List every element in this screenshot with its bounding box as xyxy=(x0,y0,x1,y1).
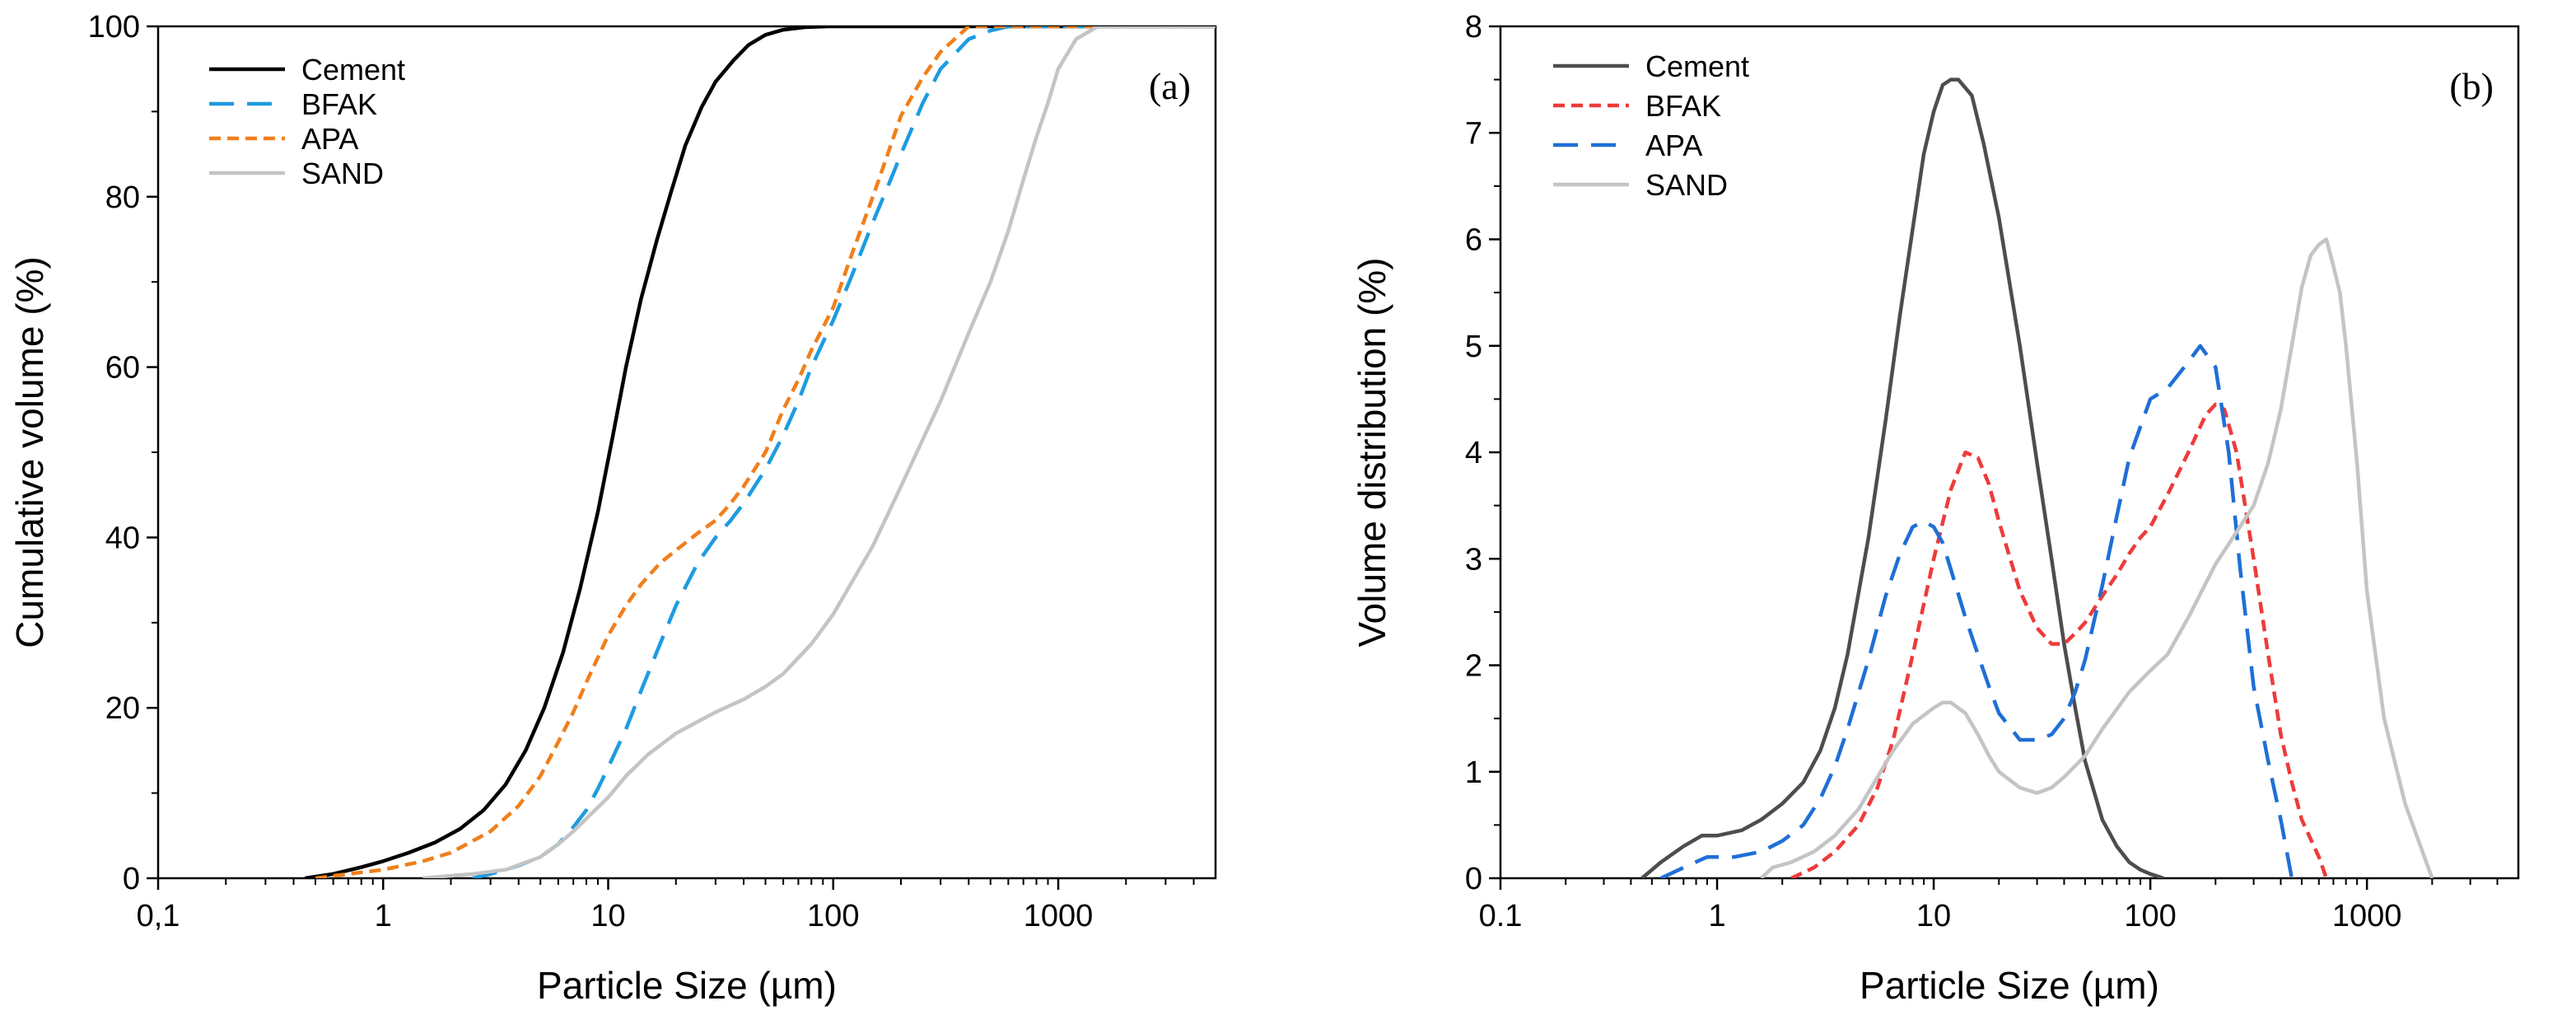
panel-b-y-tick-label: 2 xyxy=(1465,649,1482,684)
panel-a-y-tick-label: 60 xyxy=(105,351,140,386)
panel-a-legend-label-sand: SAND xyxy=(301,157,384,190)
panel-b-legend-label-bfak: BFAK xyxy=(1645,89,1721,123)
panel-b-y-tick-label: 5 xyxy=(1465,330,1482,364)
panel-a-panel-label: (a) xyxy=(1149,65,1191,107)
panel-a-y-tick-label: 80 xyxy=(105,180,140,215)
panel-b-y-tick-label: 3 xyxy=(1465,542,1482,577)
panel-b-series-bfak-line xyxy=(1790,402,2329,878)
panel-a-x-tick-label: 100 xyxy=(807,899,859,933)
panel-a-y-tick-label: 0 xyxy=(123,862,140,896)
panel-b-y-tick-label: 0 xyxy=(1465,862,1482,896)
panel-a-y-tick-label: 100 xyxy=(88,10,140,44)
panel-a-series-bfak-line xyxy=(472,26,1216,878)
panel-a-legend-label-apa: APA xyxy=(301,122,358,156)
panel-a-x-tick-label: 1 xyxy=(375,899,392,933)
panel-a-chart: 0,1 1 10 100 1000 0 20 40 60 80 100 Particle Size (… xyxy=(8,10,1217,1007)
panel-a-y-tick-label: 40 xyxy=(105,521,140,555)
panel-b-x-tick-label: 1000 xyxy=(2332,899,2402,933)
panel-a-y-tick-label: 20 xyxy=(105,691,140,726)
panel-b-series-cement-line xyxy=(1640,77,2164,878)
panel-a-x-axis-title: Particle Size (µm) xyxy=(537,964,837,1007)
panel-b-y-tick-label: 1 xyxy=(1465,755,1482,790)
panel-b-y-axis-title: Volume distribution (%) xyxy=(1351,258,1393,648)
panel-a-y-axis-title: Cumulative volume (%) xyxy=(8,256,51,648)
panel-b-x-tick-label: 10 xyxy=(1916,899,1951,933)
panel-b-x-tick-label: 1 xyxy=(1708,899,1725,933)
panel-a-legend-label-cement: Cement xyxy=(301,53,405,87)
panel-b-legend-label-apa: APA xyxy=(1645,129,1702,162)
panel-b-x-tick-label: 100 xyxy=(2124,899,2176,933)
panel-b-panel-label: (b) xyxy=(2449,65,2494,107)
panel-b-series-apa-line xyxy=(1659,344,2294,878)
panel-b-y-tick-label: 4 xyxy=(1465,436,1482,470)
panel-b-x-axis-title: Particle Size (µm) xyxy=(1860,964,2159,1007)
panel-b-legend-label-cement: Cement xyxy=(1645,49,1749,83)
panel-b-y-tick-label: 7 xyxy=(1465,116,1482,151)
panel-a-series-apa-line xyxy=(315,26,1216,878)
panel-b-x-tick-label: 0.1 xyxy=(1479,899,1523,933)
panel-a-series-sand-line xyxy=(422,26,1216,878)
panel-b-chart: 0.1 1 10 100 1000 0 1 2 3 4 5 6 7 8 Particle Size (µm)… xyxy=(1351,10,2520,1007)
panel-a-legend-label-bfak: BFAK xyxy=(301,87,377,121)
panel-a-x-tick-label: 10 xyxy=(590,899,625,933)
panel-a-series-cement-line xyxy=(305,26,1216,878)
panel-b-y-tick-label: 6 xyxy=(1465,223,1482,258)
panel-b-y-tick-label: 8 xyxy=(1465,10,1482,44)
panel-b-legend-label-sand: SAND xyxy=(1645,168,1728,202)
panel-b-series-sand-line xyxy=(1760,237,2434,878)
panel-a-x-tick-label: 0,1 xyxy=(137,899,180,933)
panel-a-x-tick-label: 1000 xyxy=(1024,899,1094,933)
